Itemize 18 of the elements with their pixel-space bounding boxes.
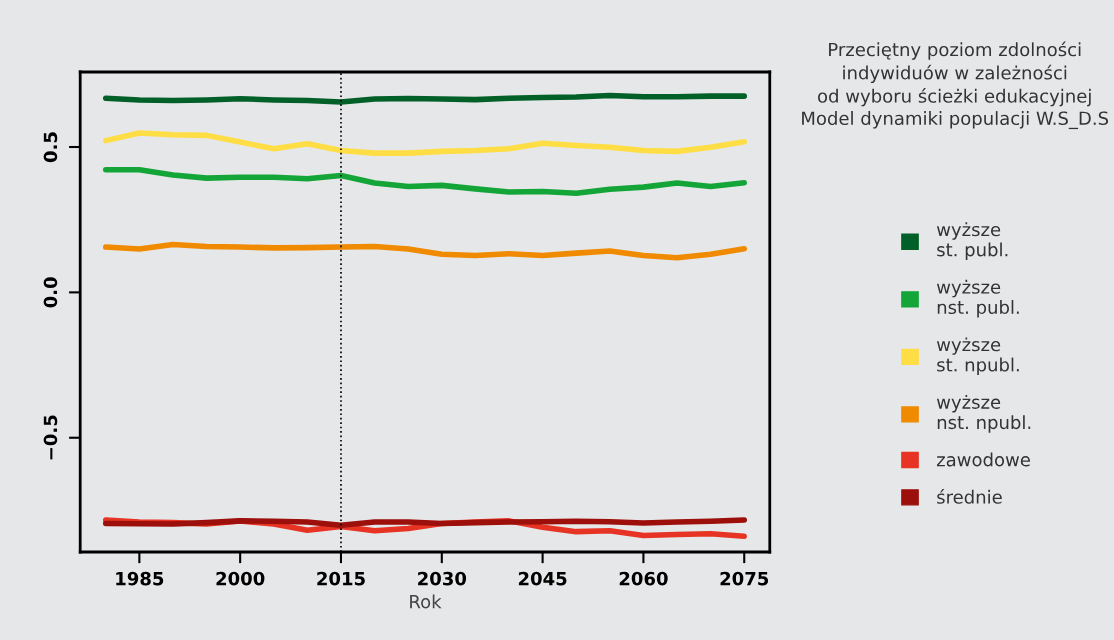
- x-tick-label: 2075: [720, 571, 769, 586]
- x-tick-label: 2045: [518, 571, 567, 586]
- legend-label: wyższe st. publ.: [936, 222, 1008, 260]
- x-tick-label: 1985: [116, 571, 164, 586]
- legend-label: zawodowe: [936, 452, 1030, 467]
- y-tick-label: −0.5: [43, 415, 58, 460]
- x-tick-label: 2000: [216, 571, 265, 586]
- x-tick-label: 2060: [619, 571, 668, 586]
- x-axis-title: Rok: [410, 594, 442, 609]
- legend-label: wyższe nst. npubl.: [936, 394, 1031, 433]
- text: Przeciętny poziom zdolności indywiduów w zależności od wyboru ścieżki edukacyjnej Model dynamiki populacji W.S_D.S: [802, 41, 1109, 130]
- x-tick-label: 2030: [418, 571, 467, 586]
- x-tick-label: 2015: [317, 571, 365, 586]
- legend-label: wyższe st. npubl.: [936, 337, 1019, 376]
- legend-label: średnie: [937, 489, 1002, 504]
- y-tick-label: 0.5: [43, 132, 58, 163]
- y-tick-label: 0.0: [43, 277, 58, 308]
- legend-label: wyższe nst. publ.: [936, 279, 1019, 318]
